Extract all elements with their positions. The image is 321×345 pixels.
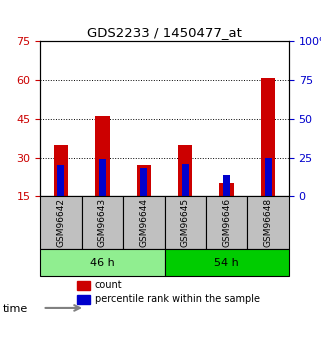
Bar xyxy=(140,168,147,196)
FancyBboxPatch shape xyxy=(123,196,165,249)
Text: count: count xyxy=(95,280,123,290)
Bar xyxy=(182,164,189,196)
Text: percentile rank within the sample: percentile rank within the sample xyxy=(95,294,260,304)
Text: GSM96644: GSM96644 xyxy=(139,198,148,247)
Text: GSM96645: GSM96645 xyxy=(181,198,190,247)
FancyBboxPatch shape xyxy=(82,196,123,249)
Text: GSM96646: GSM96646 xyxy=(222,198,231,247)
Text: time: time xyxy=(3,304,29,314)
Bar xyxy=(95,116,109,196)
Bar xyxy=(99,159,106,196)
Text: GSM96648: GSM96648 xyxy=(264,198,273,247)
Bar xyxy=(57,165,65,196)
Bar xyxy=(261,78,275,196)
Bar xyxy=(220,184,234,196)
FancyBboxPatch shape xyxy=(165,196,206,249)
Bar xyxy=(77,281,90,290)
Text: 46 h: 46 h xyxy=(90,258,115,268)
FancyBboxPatch shape xyxy=(40,249,165,276)
FancyBboxPatch shape xyxy=(247,196,289,249)
Title: GDS2233 / 1450477_at: GDS2233 / 1450477_at xyxy=(87,26,242,39)
Bar xyxy=(54,145,68,196)
Bar xyxy=(265,158,272,196)
Bar xyxy=(178,145,193,196)
FancyBboxPatch shape xyxy=(165,249,289,276)
FancyBboxPatch shape xyxy=(206,196,247,249)
Text: GSM96642: GSM96642 xyxy=(56,198,65,247)
FancyBboxPatch shape xyxy=(40,196,82,249)
Bar xyxy=(223,175,230,196)
Bar xyxy=(77,295,90,304)
Text: GSM96643: GSM96643 xyxy=(98,198,107,247)
Text: 54 h: 54 h xyxy=(214,258,239,268)
Bar xyxy=(136,165,151,196)
